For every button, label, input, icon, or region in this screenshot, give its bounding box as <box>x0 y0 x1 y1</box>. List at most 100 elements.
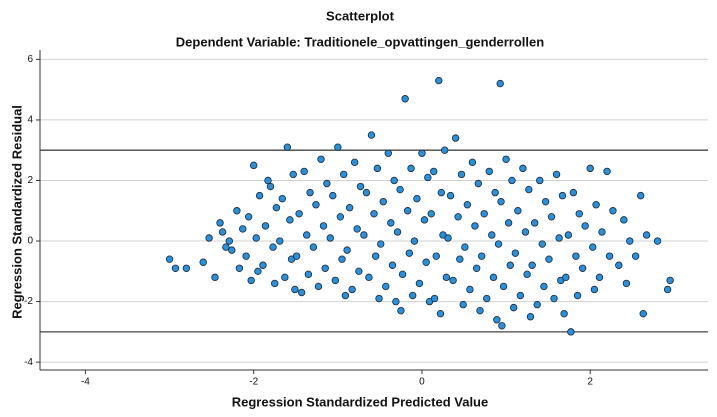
point <box>595 273 604 282</box>
point <box>514 207 522 215</box>
point <box>340 170 348 179</box>
x-tick-label: 0 <box>419 377 425 388</box>
point <box>278 194 286 203</box>
point <box>442 273 451 282</box>
point <box>620 216 628 224</box>
point <box>523 270 531 279</box>
point <box>480 210 488 218</box>
point <box>321 264 329 272</box>
point <box>509 303 518 312</box>
point <box>329 191 337 200</box>
point <box>497 197 505 206</box>
y-tick-label: -4 <box>24 357 33 368</box>
point <box>488 231 496 239</box>
point <box>666 276 674 285</box>
point <box>291 285 299 294</box>
point <box>398 270 407 279</box>
point <box>451 134 460 142</box>
point <box>498 322 506 330</box>
point <box>222 243 230 251</box>
point <box>547 213 556 221</box>
point <box>493 316 501 324</box>
point <box>558 191 567 200</box>
point <box>502 155 510 163</box>
point <box>461 243 469 251</box>
point <box>334 143 342 151</box>
point <box>356 182 365 191</box>
point <box>377 240 385 248</box>
point <box>319 222 328 230</box>
point <box>235 264 244 272</box>
point <box>228 246 236 254</box>
point <box>454 213 462 221</box>
point <box>292 252 301 260</box>
point <box>388 261 397 269</box>
y-tick-label: 0 <box>27 236 33 247</box>
point <box>489 273 498 282</box>
point <box>592 201 600 209</box>
point <box>182 264 191 272</box>
point <box>254 267 262 276</box>
point <box>642 231 651 239</box>
point <box>371 252 380 260</box>
point <box>560 309 568 318</box>
point <box>435 76 443 85</box>
point <box>639 309 647 318</box>
point <box>199 258 207 266</box>
chart-title: Scatterplot <box>326 8 395 23</box>
point <box>317 155 325 163</box>
point <box>297 288 306 297</box>
point <box>468 158 477 167</box>
point <box>499 282 508 291</box>
point <box>249 161 258 170</box>
point <box>272 204 281 212</box>
point <box>466 285 474 294</box>
point <box>341 291 350 300</box>
point <box>314 282 323 291</box>
point <box>516 291 525 300</box>
point <box>355 267 363 276</box>
point <box>382 282 390 291</box>
point <box>457 170 466 179</box>
x-tick-label: -4 <box>81 377 90 388</box>
point <box>348 285 356 294</box>
point <box>409 291 417 300</box>
x-tick-label: -2 <box>249 377 258 388</box>
point <box>384 149 393 157</box>
point <box>463 201 472 209</box>
point <box>477 252 486 260</box>
point <box>242 252 250 260</box>
point <box>474 179 483 188</box>
point <box>283 143 292 151</box>
point <box>403 207 412 215</box>
point <box>590 285 599 294</box>
point <box>572 252 580 260</box>
point <box>295 210 303 218</box>
point <box>521 228 530 236</box>
point <box>605 252 614 260</box>
point <box>410 237 419 245</box>
point <box>581 222 589 230</box>
point <box>289 170 297 179</box>
point <box>165 255 174 263</box>
point <box>302 231 311 239</box>
point <box>564 231 573 239</box>
point <box>269 243 277 251</box>
point <box>309 243 318 251</box>
point <box>396 185 404 194</box>
point <box>276 237 284 245</box>
point <box>255 191 264 200</box>
point <box>171 264 180 272</box>
point <box>264 176 272 185</box>
point <box>233 207 241 215</box>
point <box>343 246 351 254</box>
point <box>496 79 504 88</box>
point <box>636 191 645 200</box>
point <box>575 210 583 218</box>
point <box>545 255 553 263</box>
point <box>437 188 446 197</box>
point <box>387 219 395 227</box>
point <box>506 261 514 269</box>
point <box>205 234 213 242</box>
